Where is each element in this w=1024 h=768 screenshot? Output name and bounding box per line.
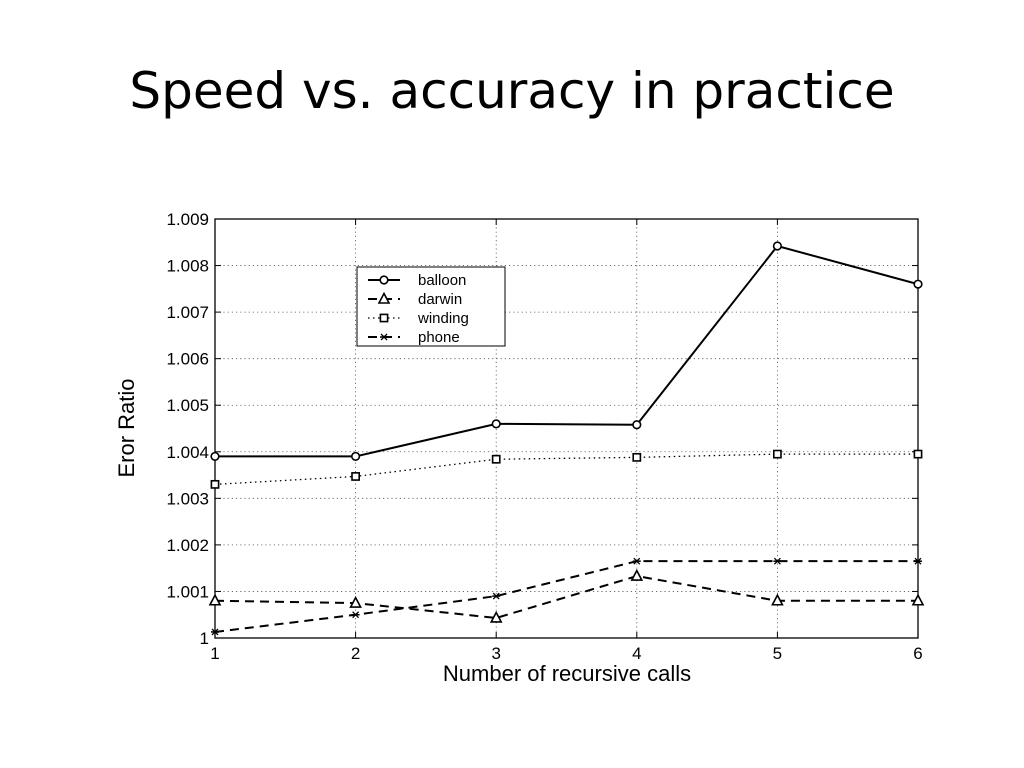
series-group	[215, 244, 918, 633]
data-point-winding	[351, 472, 360, 481]
series-line-winding	[215, 453, 918, 486]
grid	[215, 219, 918, 638]
data-point-darwin	[489, 610, 503, 623]
y-tick-label: 1.005	[166, 396, 209, 415]
data-point-winding	[491, 454, 501, 464]
data-point-phone	[632, 557, 641, 565]
legend-label-balloon: balloon	[418, 272, 466, 289]
data-point-phone	[351, 611, 360, 619]
x-axis-label: Number of recursive calls	[443, 661, 691, 686]
y-tick-label: 1	[200, 629, 209, 648]
y-tick-label: 1.008	[166, 257, 209, 276]
y-tick-label: 1.001	[166, 582, 209, 601]
data-point-winding	[210, 479, 220, 489]
plot-frame	[214, 218, 919, 639]
data-point-darwin	[349, 595, 362, 608]
y-tick-label: 1.007	[166, 303, 209, 322]
data-point-balloon	[913, 279, 923, 289]
data-point-balloon	[491, 419, 501, 429]
x-tick-label: 6	[913, 644, 922, 663]
legend-marker-phone	[380, 333, 388, 341]
data-point-phone	[211, 628, 219, 636]
x-tick-label: 2	[351, 644, 360, 663]
series-line-phone	[215, 560, 918, 633]
slide-title: Speed vs. accuracy in practice	[129, 62, 895, 120]
legend-label-darwin: darwin	[418, 291, 462, 308]
legend-marker-darwin	[377, 291, 391, 304]
data-point-winding	[913, 449, 923, 459]
x-tick-label: 5	[773, 644, 782, 663]
series-line-balloon	[215, 244, 918, 458]
data-point-darwin	[630, 568, 644, 581]
marker-group	[208, 241, 925, 636]
y-tick-label: 1.006	[166, 350, 209, 369]
data-point-phone	[914, 557, 922, 565]
data-point-darwin	[208, 593, 222, 606]
data-point-balloon	[772, 241, 783, 251]
y-tick-label: 1.009	[166, 210, 209, 229]
x-tick-label: 1	[210, 644, 219, 663]
data-point-phone	[773, 557, 782, 565]
x-tick-label: 3	[491, 644, 500, 663]
axis-ticks: 1 2 3 4 5 6 1 1.001 1.002 1.003 1.004 1.005 1.006 1.0…	[166, 210, 922, 663]
y-tick-label: 1.003	[166, 489, 209, 508]
data-point-balloon	[210, 451, 220, 462]
data-point-balloon	[351, 451, 361, 462]
legend-marker-balloon	[379, 275, 389, 285]
data-point-winding	[632, 452, 642, 462]
legend-label-winding: winding	[417, 310, 469, 327]
y-tick-label: 1.002	[166, 536, 209, 555]
data-point-darwin	[911, 593, 925, 606]
legend: balloon darwin winding phone	[356, 266, 506, 347]
legend-marker-winding	[379, 313, 389, 323]
data-point-phone	[492, 592, 501, 600]
x-tick-label: 4	[632, 644, 641, 663]
y-axis-label: Eror Ratio	[114, 378, 139, 477]
data-point-winding	[772, 449, 782, 459]
series-line-darwin	[215, 575, 918, 619]
y-tick-label: 1.004	[166, 443, 209, 462]
data-point-balloon	[632, 420, 642, 430]
legend-label-phone: phone	[418, 329, 460, 346]
data-point-darwin	[771, 593, 784, 606]
